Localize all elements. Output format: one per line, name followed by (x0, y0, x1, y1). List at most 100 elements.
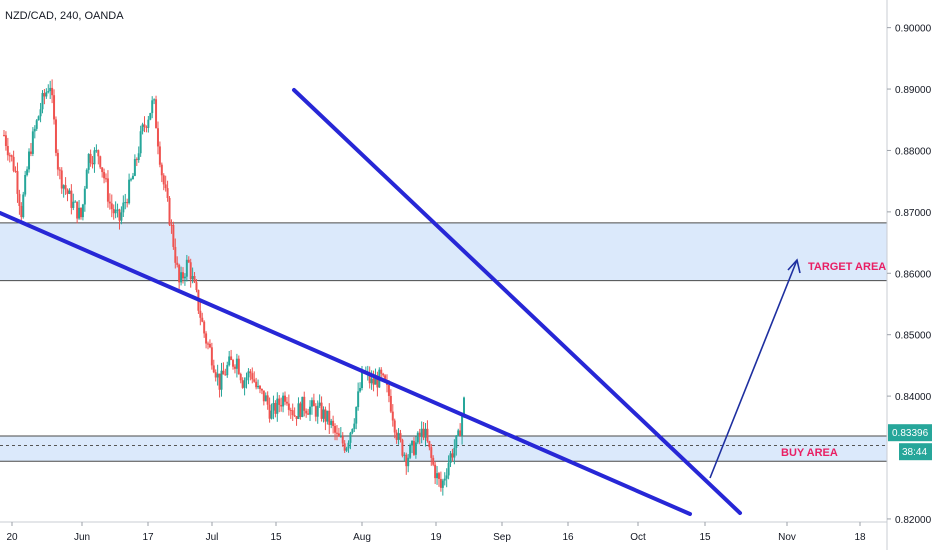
candle-body (39, 109, 42, 117)
candle-body (262, 390, 265, 402)
candle-body (114, 209, 117, 214)
candle-body (153, 99, 156, 101)
candle-body (137, 153, 140, 160)
candle-body (293, 415, 296, 417)
candle-body (291, 410, 294, 416)
candle-body (212, 365, 215, 373)
candle-body (418, 432, 421, 437)
candle-body (4, 135, 7, 146)
candle-body (395, 432, 398, 440)
candle-body (103, 172, 106, 179)
candle-body (6, 145, 9, 156)
candle-body (432, 457, 435, 465)
candle-body (241, 380, 244, 388)
current-price-label: 0.83396 (892, 428, 929, 439)
time-tick-label: 19 (430, 532, 442, 543)
candle-body (403, 454, 406, 456)
candle-body (72, 201, 75, 208)
candle-body (343, 443, 346, 451)
candle-body (164, 184, 167, 189)
countdown-label: 38:44 (902, 447, 927, 458)
candle-body (133, 159, 136, 176)
candle-body (29, 151, 32, 154)
candle-body (220, 370, 223, 390)
candle-body (318, 402, 321, 406)
candle-body (26, 169, 29, 176)
price-tick-label: 0.89000 (895, 85, 932, 96)
candle-body (93, 150, 96, 165)
candle-body (191, 276, 194, 280)
candle-body (151, 100, 154, 114)
candle-body (193, 276, 196, 283)
candle-body (210, 347, 213, 366)
candle-body (330, 420, 333, 425)
candle-body (168, 197, 171, 225)
candle-body (18, 193, 21, 206)
candle-body (14, 170, 17, 172)
candle-body (457, 430, 460, 436)
candle-body (387, 384, 390, 396)
candle-body (106, 178, 109, 202)
candle-body (260, 388, 263, 391)
candle-body (203, 321, 206, 334)
candle-body (443, 478, 446, 481)
candle-body (349, 432, 352, 443)
candle-body (131, 175, 134, 180)
candle-body (24, 175, 27, 195)
candle-body (37, 116, 40, 121)
candle-body (380, 369, 383, 374)
candle-body (160, 164, 163, 176)
candle-body (81, 204, 84, 218)
time-tick-label: 16 (562, 532, 574, 543)
candle-body (439, 478, 442, 488)
candle-body (424, 428, 427, 438)
candle-body (287, 403, 290, 410)
price-tick-label: 0.90000 (895, 24, 932, 35)
candle-body (8, 155, 11, 157)
candle-body (253, 379, 256, 382)
price-tick-label: 0.87000 (895, 208, 932, 219)
candle-body (334, 425, 337, 433)
candle-body (428, 441, 431, 448)
candle-body (233, 366, 236, 369)
candle-body (459, 430, 462, 436)
current-price-tag (888, 424, 932, 442)
candle-body (174, 246, 177, 263)
candle-body (409, 445, 412, 458)
candle-body (301, 396, 304, 417)
time-tick-label: Oct (630, 532, 646, 543)
price-tick-label: 0.85000 (895, 331, 932, 342)
candle-body (247, 371, 250, 378)
target-arrow-head[interactable] (787, 258, 801, 274)
candle-body (110, 203, 113, 210)
candle-body (355, 407, 358, 424)
candle-body (316, 405, 319, 417)
countdown-tag (899, 443, 932, 461)
time-tick-label: 20 (6, 532, 18, 543)
candle-body (180, 272, 183, 283)
candle-body (284, 395, 287, 402)
candle-body (441, 480, 444, 488)
candle-body (170, 224, 173, 226)
target-arrow-line[interactable] (709, 259, 798, 479)
candle-body (28, 151, 31, 170)
candle-body (74, 201, 77, 203)
candle-body (16, 171, 19, 194)
candle-body (124, 202, 127, 204)
candle-body (445, 475, 448, 479)
time-tick-label: Jun (74, 532, 90, 543)
lower-trendline[interactable] (0, 211, 692, 516)
candle-body (189, 262, 192, 280)
candle-body (226, 365, 229, 376)
candle-body (278, 398, 281, 405)
candle-body (208, 343, 211, 348)
upper-trendline[interactable] (292, 88, 742, 515)
candle-body (307, 413, 310, 415)
candle-body (10, 155, 13, 157)
candle-body (407, 457, 410, 467)
candle-body (382, 373, 385, 376)
candle-body (149, 113, 152, 120)
candle-body (101, 167, 104, 173)
candle-body (56, 152, 59, 170)
